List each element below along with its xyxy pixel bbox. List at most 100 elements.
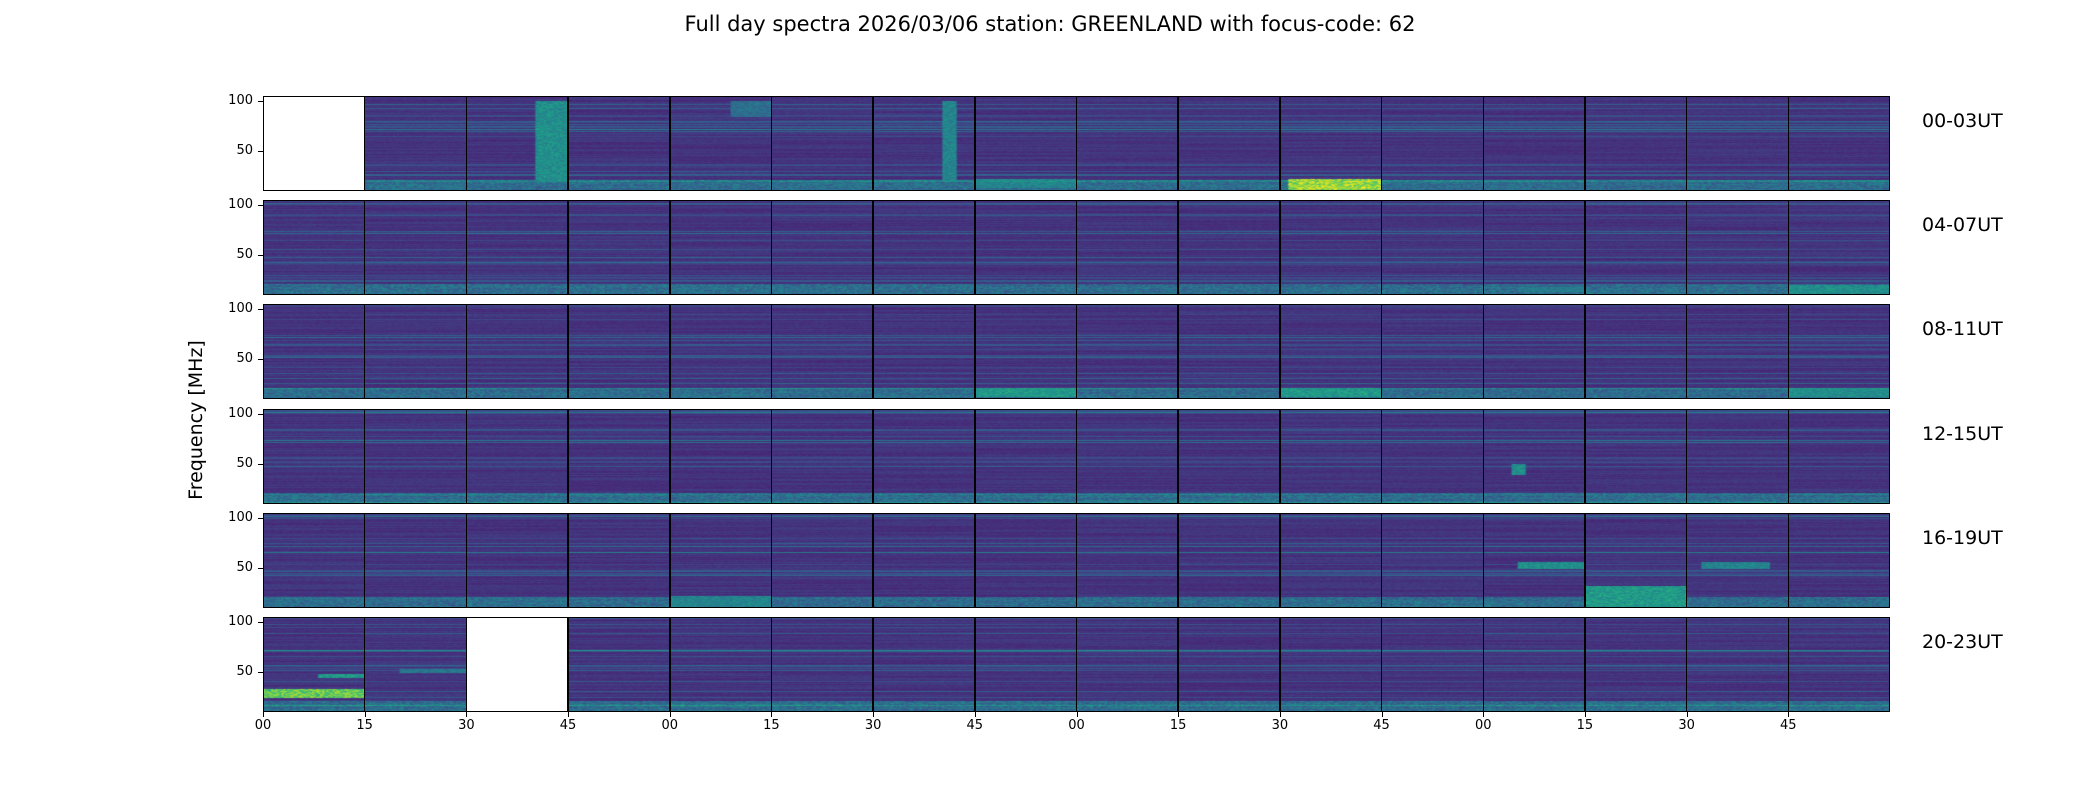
panel-separator bbox=[770, 96, 773, 191]
x-tick-mark bbox=[771, 712, 773, 717]
spectrogram-panel bbox=[1279, 513, 1382, 608]
y-tick-mark bbox=[258, 101, 263, 102]
panel-separator bbox=[1075, 513, 1078, 608]
spectrogram-panel bbox=[873, 409, 975, 504]
y-tick-label: 50 bbox=[236, 247, 253, 262]
panel-separator bbox=[1482, 409, 1484, 504]
panel-separator bbox=[1380, 617, 1383, 712]
panel-separator bbox=[872, 304, 874, 399]
panel-separator bbox=[567, 409, 569, 504]
panel-separator bbox=[974, 200, 976, 295]
panel-separator bbox=[1380, 96, 1383, 191]
spectrogram-panel bbox=[1483, 513, 1585, 608]
spectrogram-panel bbox=[1178, 409, 1280, 504]
x-tick-label: 00 bbox=[1474, 718, 1492, 733]
spectrogram-panel bbox=[1483, 200, 1585, 295]
spectrogram-panel bbox=[568, 304, 670, 399]
x-tick-mark bbox=[1483, 712, 1485, 717]
spectrogram-panel bbox=[466, 513, 569, 608]
x-tick-label: 00 bbox=[661, 718, 679, 733]
spectrogram-panel bbox=[364, 409, 467, 504]
spectrogram-panel bbox=[873, 200, 975, 295]
panel-separator bbox=[1075, 304, 1078, 399]
spectrogram-panel bbox=[1788, 513, 1890, 608]
spectrogram-panel bbox=[364, 513, 467, 608]
panel-separator bbox=[1584, 513, 1586, 608]
y-tick-mark bbox=[258, 359, 263, 360]
panel-separator bbox=[1177, 513, 1179, 608]
spectrogram-panel bbox=[669, 409, 772, 504]
spectrogram-panel bbox=[1178, 96, 1280, 191]
panel-separator bbox=[974, 513, 976, 608]
spectrogram-panel bbox=[1483, 617, 1585, 712]
x-tick-label: 00 bbox=[254, 718, 272, 733]
spectrogram-panel bbox=[1584, 96, 1687, 191]
panel-separator bbox=[465, 304, 468, 399]
spectrogram-panel bbox=[1584, 304, 1687, 399]
spectrogram-panel bbox=[263, 513, 365, 608]
spectra-row bbox=[263, 200, 1890, 295]
spectrogram-panel-missing bbox=[466, 617, 569, 712]
panel-separator bbox=[1177, 96, 1179, 191]
y-tick-mark bbox=[258, 151, 263, 152]
panel-separator bbox=[465, 409, 468, 504]
x-tick-mark bbox=[466, 712, 468, 717]
x-tick-mark bbox=[1584, 712, 1586, 717]
spectrogram-panel-missing bbox=[263, 96, 365, 191]
spectrogram-panel bbox=[771, 304, 874, 399]
spectrogram-panel bbox=[1076, 96, 1179, 191]
spectrogram-panel bbox=[771, 617, 874, 712]
panel-separator bbox=[1787, 200, 1790, 295]
x-tick-label: 30 bbox=[458, 718, 475, 733]
spectrogram-panel bbox=[466, 409, 569, 504]
panel-separator bbox=[465, 96, 468, 191]
panel-separator bbox=[1177, 617, 1179, 712]
spectrogram-panel bbox=[1381, 409, 1484, 504]
panel-separator bbox=[1584, 409, 1586, 504]
spectrogram-panel bbox=[1788, 617, 1890, 712]
spectrogram-panel bbox=[669, 96, 772, 191]
spectrogram-panel bbox=[1686, 304, 1789, 399]
spectrogram-panel bbox=[669, 513, 772, 608]
x-tick-mark bbox=[364, 712, 366, 717]
spectrogram-panel bbox=[568, 409, 670, 504]
x-tick-mark bbox=[873, 712, 875, 717]
panel-separator bbox=[1685, 96, 1688, 191]
spectrogram-panel bbox=[974, 617, 1077, 712]
y-tick-label: 100 bbox=[228, 614, 253, 629]
panel-separator bbox=[1380, 513, 1383, 608]
spectrogram-panel bbox=[1279, 617, 1382, 712]
spectrogram-panel bbox=[974, 200, 1077, 295]
panel-separator bbox=[363, 304, 366, 399]
panel-separator bbox=[465, 513, 468, 608]
panel-separator bbox=[1075, 96, 1078, 191]
panel-separator bbox=[1787, 513, 1790, 608]
panel-separator bbox=[974, 409, 976, 504]
spectrogram-panel bbox=[1178, 617, 1280, 712]
panel-separator bbox=[1380, 409, 1383, 504]
spectrogram-panel bbox=[1483, 409, 1585, 504]
panel-separator bbox=[974, 96, 976, 191]
panel-separator bbox=[1482, 304, 1484, 399]
x-tick-mark bbox=[974, 712, 976, 717]
panel-separator bbox=[465, 200, 468, 295]
panel-separator bbox=[1279, 200, 1281, 295]
panel-separator bbox=[770, 617, 773, 712]
spectrogram-panel bbox=[263, 617, 365, 712]
spectrogram-panel bbox=[1381, 617, 1484, 712]
row-time-label: 12-15UT bbox=[1922, 423, 2003, 445]
panel-separator bbox=[872, 200, 874, 295]
spectrogram-panel bbox=[263, 304, 365, 399]
spectrogram-panel bbox=[1279, 96, 1382, 191]
panel-separator bbox=[1075, 617, 1078, 712]
spectrogram-panel bbox=[568, 200, 670, 295]
panel-separator bbox=[1787, 409, 1790, 504]
x-tick-mark bbox=[1788, 712, 1790, 717]
spectrogram-panel bbox=[771, 409, 874, 504]
panel-separator bbox=[1279, 96, 1281, 191]
spectrogram-panel bbox=[1686, 96, 1789, 191]
y-tick-label: 50 bbox=[236, 560, 253, 575]
y-tick-label: 50 bbox=[236, 664, 253, 679]
spectrogram-panel bbox=[1076, 617, 1179, 712]
panel-separator bbox=[872, 409, 874, 504]
